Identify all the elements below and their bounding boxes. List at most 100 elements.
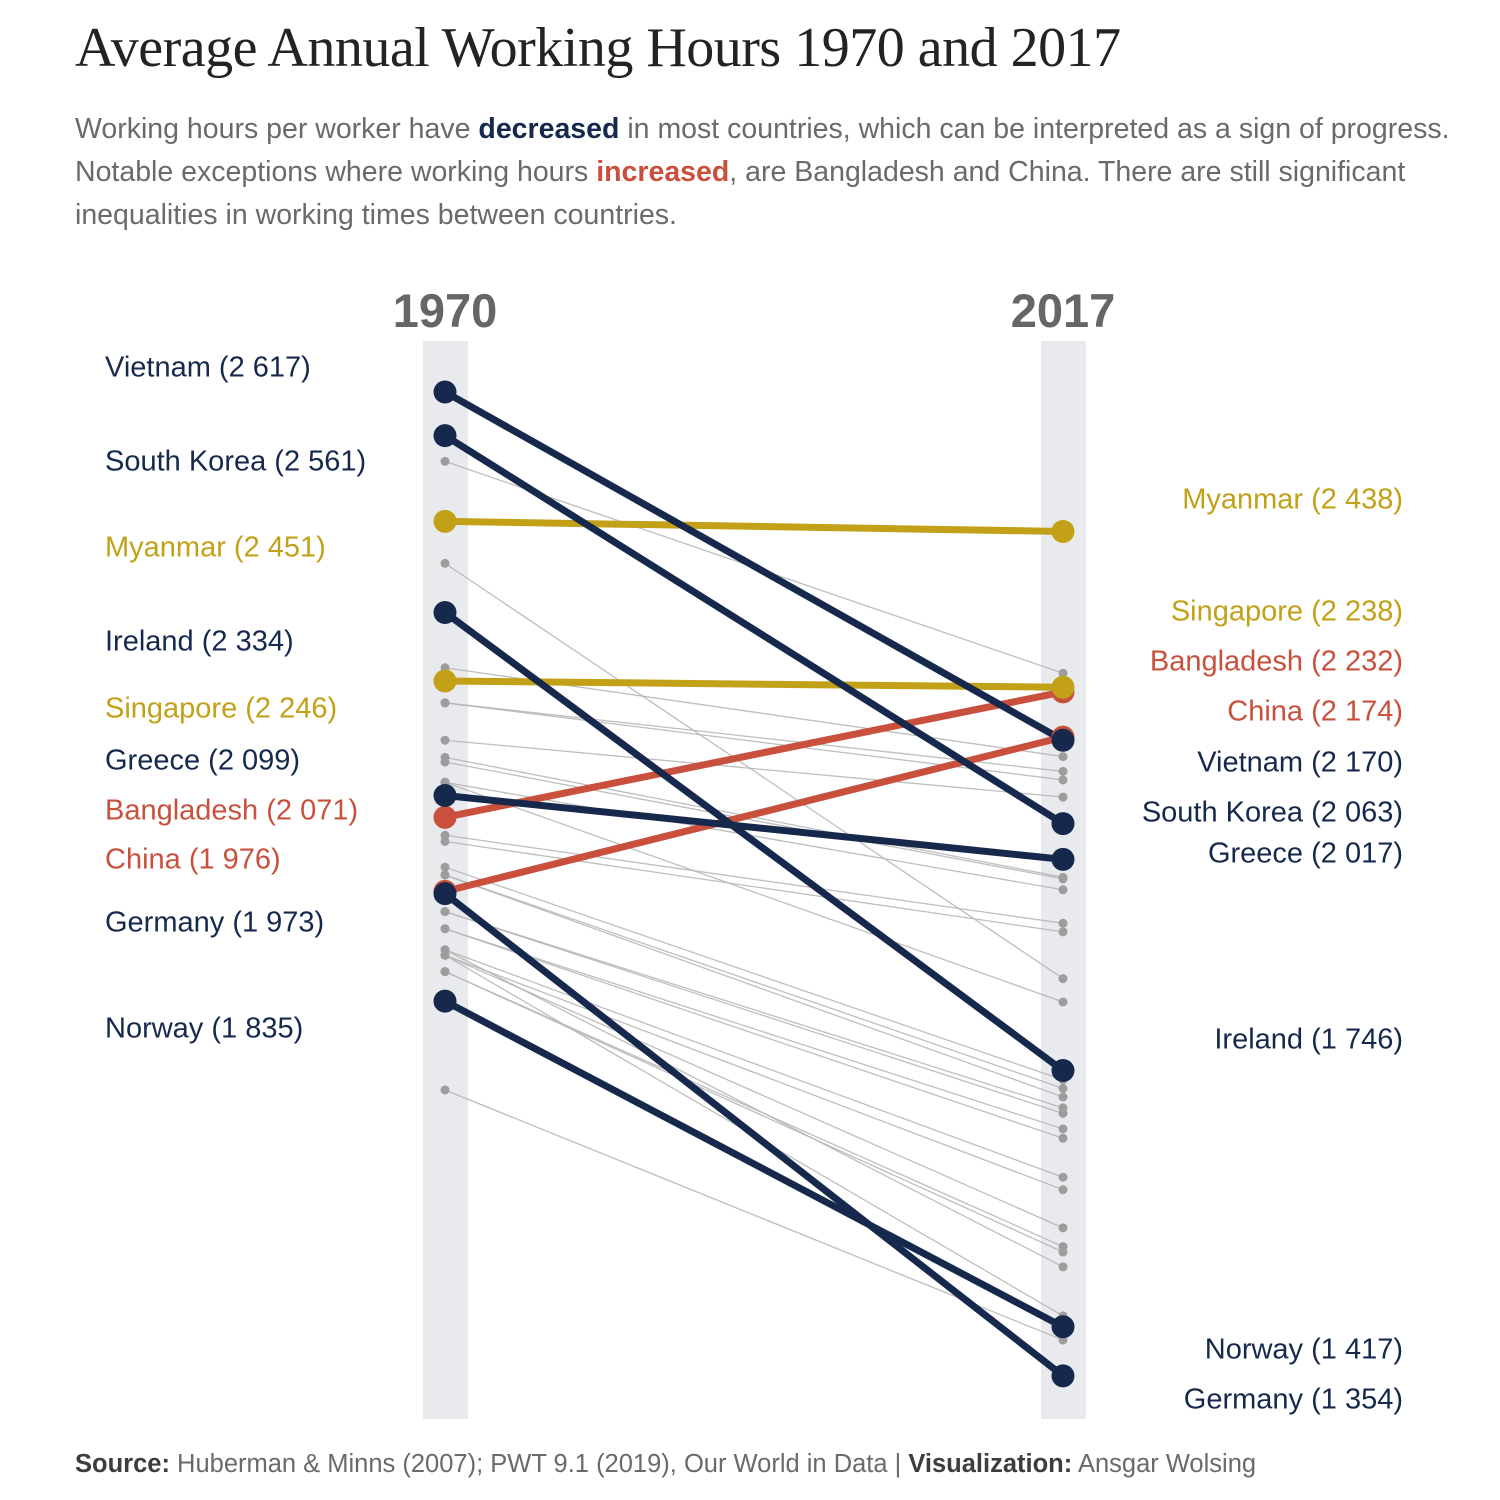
source-line: Source: Huberman & Minns (2007); PWT 9.1… <box>75 1450 1475 1479</box>
dot-2017-south-korea <box>1051 812 1075 836</box>
slope-line-greece <box>444 792 1064 863</box>
dot-2017-myanmar <box>1051 519 1075 543</box>
label-1970-singapore: Singapore (2 246) <box>105 692 338 725</box>
dot-2017-norway <box>1051 1315 1075 1339</box>
other-country-dot-1970 <box>440 1085 450 1095</box>
other-country-dot-1970 <box>440 870 450 880</box>
slope-line-china <box>444 733 1064 895</box>
subtitle-segment: , are Bangladesh and China. There are st… <box>75 155 1406 231</box>
dot-2017-ireland <box>1051 1059 1075 1083</box>
dot-1970-norway <box>433 989 457 1013</box>
slope-line-singapore <box>444 677 1064 691</box>
label-1970-greece: Greece (2 099) <box>105 744 301 777</box>
other-country-dot-1970 <box>440 836 450 846</box>
slope-line-bangladesh <box>444 688 1064 821</box>
other-country-line <box>444 866 1064 1081</box>
dot-2017-germany <box>1051 1364 1075 1388</box>
other-country-dot-2017 <box>1058 927 1068 937</box>
other-country-dot-1970 <box>440 907 450 917</box>
label-2017-singapore: Singapore (2 238) <box>1170 595 1403 628</box>
other-country-dot-1970 <box>440 735 450 745</box>
label-1970-myanmar: Myanmar (2 451) <box>105 531 326 564</box>
other-country-line <box>444 970 1064 1253</box>
other-country-dot-2017 <box>1058 1262 1068 1272</box>
label-2017-vietnam: Vietnam (2 170) <box>1197 746 1403 779</box>
chart-subtitle: Working hours per worker have decreased … <box>75 108 1455 236</box>
other-country-dot-2017 <box>1058 1124 1068 1134</box>
other-country-dot-2017 <box>1058 874 1068 884</box>
other-country-dot-1970 <box>440 924 450 934</box>
other-country-line <box>444 781 1064 1003</box>
label-2017-bangladesh: Bangladesh (2 232) <box>1149 645 1403 678</box>
other-country-line <box>444 949 1064 1268</box>
other-country-dot-1970 <box>440 456 450 466</box>
other-country-dot-2017 <box>1058 1223 1068 1233</box>
dot-2017-vietnam <box>1051 728 1075 752</box>
other-country-line <box>444 702 1064 781</box>
other-country-line <box>444 910 1064 1114</box>
other-country-line <box>444 954 1064 1191</box>
other-country-line <box>444 562 1064 980</box>
other-country-line <box>444 954 1064 1229</box>
other-country-dot-2017 <box>1058 668 1068 678</box>
other-country-dot-2017 <box>1058 1083 1068 1093</box>
slope-line-ireland <box>442 609 1066 1074</box>
chart-title: Average Annual Working Hours 1970 and 20… <box>75 17 1121 79</box>
other-country-line <box>444 781 1064 891</box>
subtitle-segment: Working hours per worker have <box>75 113 479 145</box>
other-country-dot-2017 <box>1058 792 1068 802</box>
other-country-dot-1970 <box>440 830 450 840</box>
source-label: Source: <box>75 1450 170 1478</box>
other-country-dot-2017 <box>1058 1133 1068 1143</box>
visualization-label: Visualization: <box>908 1450 1073 1478</box>
label-2017-germany: Germany (1 354) <box>1183 1383 1403 1416</box>
dot-1970-singapore <box>433 669 457 693</box>
dot-1970-ireland <box>433 600 457 624</box>
slope-line-norway <box>443 998 1065 1330</box>
other-country-line <box>444 739 1064 798</box>
other-country-line <box>444 874 1064 1090</box>
dot-2017-greece <box>1051 847 1075 871</box>
other-country-dot-2017 <box>1058 1092 1068 1102</box>
label-1970-norway: Norway (1 835) <box>105 1012 304 1045</box>
label-2017-china: China (2 174) <box>1227 695 1403 728</box>
dot-1970-south-korea <box>433 424 457 448</box>
visualization-text: Ansgar Wolsing <box>1072 1450 1257 1478</box>
other-country-line <box>444 761 1064 880</box>
other-country-line <box>444 949 1064 1178</box>
dot-1970-germany <box>433 882 457 906</box>
other-country-dot-2017 <box>1058 775 1068 785</box>
slope-line-myanmar <box>444 517 1064 535</box>
label-1970-vietnam: Vietnam (2 617) <box>105 351 311 384</box>
year-header-2017: 2017 <box>1010 284 1116 337</box>
subtitle-segment: decreased <box>478 113 620 145</box>
year-header-1970: 1970 <box>392 284 498 337</box>
slope-line-south-korea <box>443 432 1065 827</box>
other-country-dot-1970 <box>440 558 450 568</box>
other-country-dot-1970 <box>440 950 450 960</box>
dot-1970-bangladesh <box>433 805 457 829</box>
dot-1970-greece <box>433 784 457 808</box>
other-country-dot-2017 <box>1058 918 1068 928</box>
other-country-dot-2017 <box>1058 766 1068 776</box>
other-country-dot-2017 <box>1058 974 1068 984</box>
other-country-dot-1970 <box>440 967 450 977</box>
label-1970-bangladesh: Bangladesh (2 071) <box>105 794 359 827</box>
dot-1970-vietnam <box>433 380 457 404</box>
dot-1970-myanmar <box>433 509 457 533</box>
slope-line-vietnam <box>443 388 1065 744</box>
other-country-dot-2017 <box>1058 1172 1068 1182</box>
other-country-dot-2017 <box>1058 1185 1068 1195</box>
other-country-dot-2017 <box>1058 885 1068 895</box>
other-country-dot-1970 <box>440 698 450 708</box>
label-1970-south-korea: South Korea (2 561) <box>105 445 367 478</box>
other-country-line <box>444 970 1064 1248</box>
label-1970-china: China (1 976) <box>105 843 281 876</box>
other-country-dot-1970 <box>440 757 450 767</box>
label-1970-germany: Germany (1 973) <box>105 906 325 939</box>
other-country-dot-2017 <box>1058 997 1068 1007</box>
source-text: Huberman & Minns (2007); PWT 9.1 (2019),… <box>169 1450 909 1478</box>
other-country-line <box>444 910 1064 1109</box>
